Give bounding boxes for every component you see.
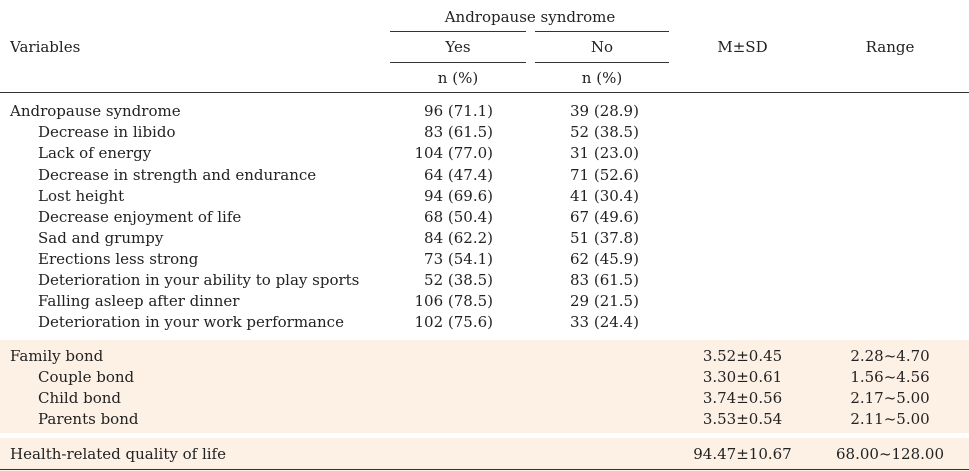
row-label: Health-related quality of life <box>10 445 226 463</box>
no-value: 62 (45.9) <box>570 250 639 268</box>
row-label: Deterioration in your work performance <box>38 313 344 331</box>
msd-value: 3.74±0.56 <box>702 389 783 407</box>
yes-value: 102 (75.6) <box>414 313 493 331</box>
header-yes-unit: n (%) <box>437 69 479 87</box>
group-divider-yes <box>390 31 526 32</box>
no-value: 52 (38.5) <box>570 123 639 141</box>
range-value: 2.17~5.00 <box>850 389 930 407</box>
row-label: Child bond <box>38 389 121 407</box>
row-label: Family bond <box>10 347 104 365</box>
group-divider-no <box>535 31 669 32</box>
yes-value: 106 (78.5) <box>414 292 493 310</box>
yes-value: 64 (47.4) <box>424 166 493 184</box>
msd-value: 3.30±0.61 <box>702 368 783 386</box>
header-bottom-rule <box>0 92 969 93</box>
header-variables: Variables <box>10 38 81 56</box>
range-value: 1.56~4.56 <box>850 368 930 386</box>
row-label: Decrease enjoyment of life <box>38 208 242 226</box>
no-value: 83 (61.5) <box>570 271 639 289</box>
header-group-label: Andropause syndrome <box>444 8 616 26</box>
yes-value: 104 (77.0) <box>414 144 493 162</box>
row-label: Lack of energy <box>38 144 152 162</box>
subheader-divider-yes <box>390 62 526 63</box>
msd-value: 3.52±0.45 <box>702 347 783 365</box>
no-value: 39 (28.9) <box>570 102 639 120</box>
header-no: No <box>590 38 614 56</box>
row-label: Falling asleep after dinner <box>38 292 240 310</box>
row-label: Deterioration in your ability to play sp… <box>38 271 360 289</box>
header-msd: M±SD <box>717 38 768 56</box>
header-no-unit: n (%) <box>581 69 623 87</box>
row-label: Lost height <box>38 187 125 205</box>
header-range: Range <box>865 38 915 56</box>
row-label: Couple bond <box>38 368 135 386</box>
no-value: 67 (49.6) <box>570 208 639 226</box>
yes-value: 68 (50.4) <box>424 208 493 226</box>
no-value: 41 (30.4) <box>570 187 639 205</box>
range-value: 68.00~128.00 <box>836 445 944 463</box>
quality-of-life-band <box>0 438 969 471</box>
header-yes: Yes <box>445 38 471 56</box>
no-value: 29 (21.5) <box>570 292 639 310</box>
yes-value: 52 (38.5) <box>424 271 493 289</box>
no-value: 71 (52.6) <box>570 166 639 184</box>
yes-value: 94 (69.6) <box>424 187 493 205</box>
no-value: 31 (23.0) <box>570 144 639 162</box>
row-label: Erections less strong <box>38 250 199 268</box>
msd-value: 94.47±10.67 <box>693 445 792 463</box>
range-value: 2.11~5.00 <box>850 410 930 428</box>
row-label: Andropause syndrome <box>10 102 181 120</box>
range-value: 2.28~4.70 <box>850 347 930 365</box>
yes-value: 96 (71.1) <box>424 102 493 120</box>
row-label: Decrease in libido <box>38 123 176 141</box>
no-value: 33 (24.4) <box>570 313 639 331</box>
msd-value: 3.53±0.54 <box>702 410 783 428</box>
row-label: Decrease in strength and endurance <box>38 166 317 184</box>
yes-value: 73 (54.1) <box>424 250 493 268</box>
table-bottom-rule <box>0 469 969 470</box>
subheader-divider-no <box>535 62 669 63</box>
family-bond-band <box>0 340 969 433</box>
no-value: 51 (37.8) <box>570 229 639 247</box>
row-label: Parents bond <box>38 410 139 428</box>
row-label: Sad and grumpy <box>38 229 164 247</box>
yes-value: 83 (61.5) <box>424 123 493 141</box>
yes-value: 84 (62.2) <box>424 229 493 247</box>
